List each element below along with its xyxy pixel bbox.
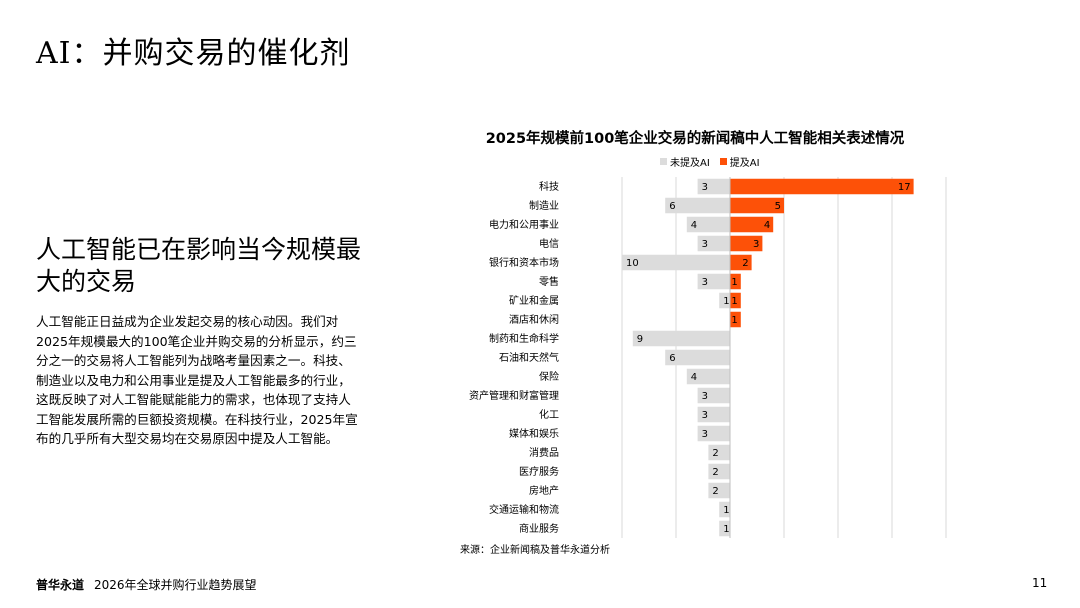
data-label-mentioned: 5 bbox=[775, 201, 781, 212]
bar-mentioned bbox=[730, 273, 741, 290]
bar-not-mentioned bbox=[697, 273, 730, 290]
legend-label-not-mentioned: 未提及AI bbox=[670, 158, 710, 169]
data-label-not-mentioned: 2 bbox=[712, 486, 718, 497]
bar-not-mentioned bbox=[719, 501, 730, 518]
category-label: 交通运输和物流 bbox=[489, 503, 559, 516]
category-label: 矿业和金属 bbox=[509, 294, 559, 307]
page-title: AI：并购交易的催化剂 bbox=[36, 36, 351, 71]
legend-item-not-mentioned: 未提及AI bbox=[660, 154, 710, 169]
bar-not-mentioned bbox=[686, 368, 730, 385]
bar-mentioned bbox=[730, 235, 763, 252]
bar-not-mentioned bbox=[697, 178, 730, 195]
data-label-not-mentioned: 10 bbox=[626, 258, 639, 269]
category-label: 电力和公用事业 bbox=[489, 218, 559, 231]
footer-brand: 普华永道 bbox=[36, 578, 85, 592]
data-label-mentioned: 1 bbox=[731, 296, 737, 307]
chart-title: 2025年规模前100笔企业交易的新闻稿中人工智能相关表述情况 bbox=[485, 131, 905, 147]
category-label: 零售 bbox=[539, 275, 559, 288]
bar-not-mentioned bbox=[697, 406, 730, 423]
bar-not-mentioned bbox=[665, 349, 730, 366]
data-label-not-mentioned: 1 bbox=[723, 296, 729, 307]
data-label-not-mentioned: 2 bbox=[712, 448, 718, 459]
bar-not-mentioned bbox=[686, 216, 730, 233]
category-label: 房地产 bbox=[529, 484, 559, 497]
category-label: 科技 bbox=[539, 180, 559, 193]
category-label: 化工 bbox=[539, 408, 559, 421]
data-label-not-mentioned: 4 bbox=[691, 372, 697, 383]
data-label-not-mentioned: 9 bbox=[637, 334, 643, 345]
legend-label-mentioned: 提及AI bbox=[729, 158, 760, 169]
bar-not-mentioned bbox=[632, 330, 730, 347]
category-label: 酒店和休闲 bbox=[509, 313, 559, 326]
data-label-not-mentioned: 3 bbox=[702, 277, 708, 288]
category-label: 制药和生命科学 bbox=[489, 332, 559, 345]
category-label: 电信 bbox=[539, 237, 559, 250]
bar-mentioned bbox=[730, 292, 741, 309]
bar-not-mentioned bbox=[719, 520, 730, 537]
bar-mentioned bbox=[730, 254, 752, 271]
category-label: 保险 bbox=[539, 370, 559, 383]
legend-item-mentioned: 提及AI bbox=[719, 154, 760, 169]
bar-not-mentioned bbox=[708, 444, 730, 461]
bar-mentioned bbox=[730, 311, 741, 328]
category-label: 消费品 bbox=[529, 446, 559, 459]
category-label: 医疗服务 bbox=[519, 465, 559, 478]
data-label-not-mentioned: 3 bbox=[702, 239, 708, 250]
bar-not-mentioned bbox=[708, 463, 730, 480]
bar-not-mentioned bbox=[697, 235, 730, 252]
category-label: 商业服务 bbox=[519, 522, 559, 535]
data-label-not-mentioned: 1 bbox=[723, 505, 729, 516]
bar-not-mentioned bbox=[697, 425, 730, 442]
category-label: 媒体和娱乐 bbox=[509, 427, 559, 440]
bar-mentioned bbox=[730, 178, 914, 195]
bar-not-mentioned bbox=[708, 482, 730, 499]
data-label-not-mentioned: 1 bbox=[723, 524, 729, 535]
category-label: 资产管理和财富管理 bbox=[469, 389, 559, 402]
footer-report-title: 2026年全球并购行业趋势展望 bbox=[94, 578, 257, 592]
chart-legend: 未提及AI 提及AI bbox=[660, 154, 760, 169]
body-paragraph: 人工智能正日益成为企业发起交易的核心动因。我们对2025年规模最大的100笔企业… bbox=[36, 314, 358, 446]
data-label-not-mentioned: 3 bbox=[702, 410, 708, 421]
category-label: 制造业 bbox=[529, 199, 559, 212]
data-label-not-mentioned: 6 bbox=[669, 353, 675, 364]
data-label-not-mentioned: 3 bbox=[702, 391, 708, 402]
data-label-mentioned: 1 bbox=[731, 277, 737, 288]
data-label-not-mentioned: 3 bbox=[702, 182, 708, 193]
source-note: 来源：企业新闻稿及普华永道分析 bbox=[460, 545, 610, 556]
bar-mentioned bbox=[730, 197, 784, 214]
bar-not-mentioned bbox=[719, 292, 730, 309]
data-label-not-mentioned: 2 bbox=[712, 467, 718, 478]
data-label-mentioned: 2 bbox=[742, 258, 748, 269]
bar-not-mentioned bbox=[697, 387, 730, 404]
data-label-mentioned: 1 bbox=[731, 315, 737, 326]
data-label-mentioned: 3 bbox=[753, 239, 759, 250]
data-label-not-mentioned: 6 bbox=[669, 201, 675, 212]
data-label-not-mentioned: 3 bbox=[702, 429, 708, 440]
legend-swatch-not-mentioned bbox=[660, 158, 667, 165]
data-label-not-mentioned: 4 bbox=[691, 220, 697, 231]
data-label-mentioned: 17 bbox=[898, 182, 911, 193]
bar-mentioned bbox=[730, 216, 774, 233]
bar-not-mentioned bbox=[665, 197, 730, 214]
category-label: 石油和天然气 bbox=[499, 351, 559, 364]
page-number: 11 bbox=[1032, 576, 1048, 590]
category-label: 银行和资本市场 bbox=[489, 256, 559, 269]
bar-not-mentioned bbox=[622, 254, 730, 271]
legend-swatch-mentioned bbox=[719, 158, 727, 165]
section-heading: 人工智能已在影响当今规模最大的交易 bbox=[36, 235, 362, 296]
data-label-mentioned: 4 bbox=[764, 220, 770, 231]
